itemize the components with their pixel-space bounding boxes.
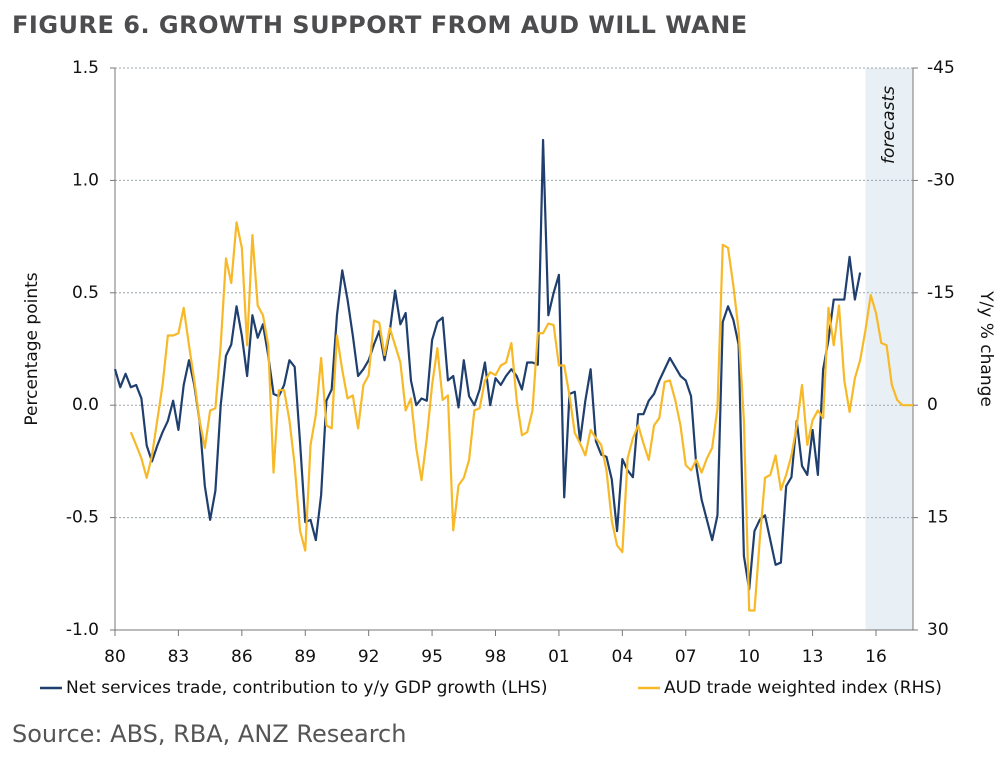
x-tick-label: 01 xyxy=(548,647,570,667)
x-tick-label: 16 xyxy=(865,647,887,667)
x-tick-label: 86 xyxy=(231,647,253,667)
y-tick-label: -1.0 xyxy=(66,620,99,640)
y2-tick-label: -15 xyxy=(927,283,955,303)
x-tick-label: 95 xyxy=(421,647,443,667)
x-tick-label: 83 xyxy=(168,647,190,667)
y-axis-label: Percentage points xyxy=(22,272,42,425)
y2-tick-label: -45 xyxy=(927,58,955,78)
x-tick-label: 98 xyxy=(485,647,507,667)
forecast-region xyxy=(865,68,913,630)
x-tick-label: 13 xyxy=(802,647,824,667)
y2-tick-label: -30 xyxy=(927,170,955,190)
x-tick-label: 04 xyxy=(612,647,634,667)
forecast-label: forecasts xyxy=(879,86,899,164)
legend-label: Net services trade, contribution to y/y … xyxy=(66,678,547,698)
x-tick-label: 07 xyxy=(675,647,697,667)
y-tick-label: 1.0 xyxy=(72,170,99,190)
x-tick-label: 80 xyxy=(104,647,126,667)
x-tick-label: 92 xyxy=(358,647,380,667)
chart-title: FIGURE 6. GROWTH SUPPORT FROM AUD WILL W… xyxy=(12,11,748,39)
y2-tick-label: 15 xyxy=(927,508,949,528)
source: Source: ABS, RBA, ANZ Research xyxy=(12,720,406,748)
legend-label: AUD trade weighted index (RHS) xyxy=(664,678,942,698)
y-tick-label: 1.5 xyxy=(72,58,99,78)
y-tick-label: 0.5 xyxy=(72,283,99,303)
series-line xyxy=(113,138,862,591)
x-tick-label: 89 xyxy=(294,647,316,667)
y2-tick-label: 0 xyxy=(927,395,938,415)
x-tick-label: 10 xyxy=(738,647,760,667)
y2-tick-label: 30 xyxy=(927,620,949,640)
series-line xyxy=(129,221,913,612)
y2-axis-label: Y/y % change xyxy=(976,290,996,407)
y-tick-label: -0.5 xyxy=(66,508,99,528)
y-tick-label: 0.0 xyxy=(72,395,99,415)
